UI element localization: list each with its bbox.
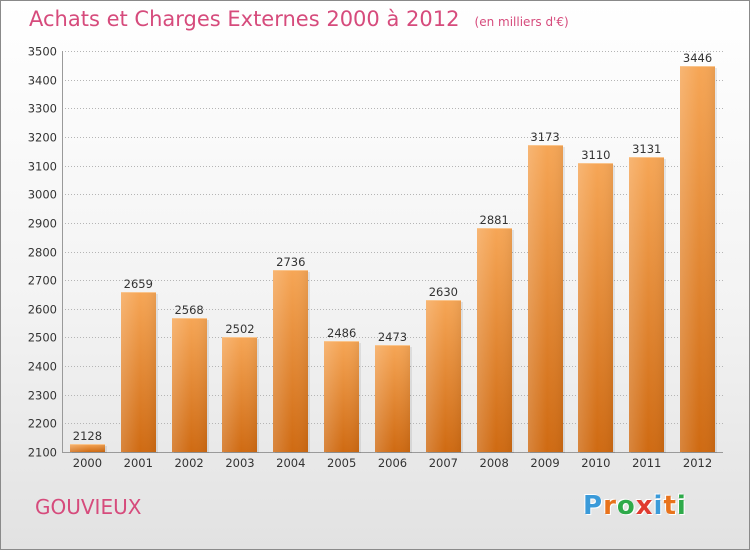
y-tick-label: 3200 (28, 131, 57, 145)
data-label: 2881 (480, 213, 509, 227)
bar-highlight (70, 444, 105, 452)
bar-highlight (375, 345, 410, 452)
bar-highlight (273, 270, 308, 452)
x-tick-label: 2000 (73, 456, 102, 470)
bar-highlight (680, 66, 715, 452)
y-tick-label: 2500 (28, 331, 57, 345)
data-label: 2659 (124, 277, 153, 291)
y-tick-label: 2900 (28, 217, 57, 231)
chart-title-text: Achats et Charges Externes 2000 à 2012 (29, 7, 460, 31)
logo-letter: x (635, 491, 654, 521)
data-label: 2128 (73, 429, 102, 443)
bar-highlight (222, 337, 257, 452)
chart-unit-text: (en milliers d'€) (474, 15, 569, 29)
bar-highlight (578, 163, 613, 452)
bar-highlight (629, 157, 664, 452)
x-tick-label: 2012 (683, 456, 712, 470)
data-label: 3131 (632, 142, 661, 156)
x-tick-label: 2008 (480, 456, 509, 470)
commune-name: GOUVIEUX (35, 495, 142, 519)
data-label: 3110 (581, 148, 610, 162)
data-label: 3173 (530, 130, 559, 144)
x-tick-label: 2009 (530, 456, 559, 470)
y-tick-label: 2400 (28, 360, 57, 374)
y-tick-label: 3300 (28, 102, 57, 116)
x-tick-label: 2002 (174, 456, 203, 470)
data-label: 2486 (327, 326, 356, 340)
y-tick-label: 2800 (28, 246, 57, 260)
x-tick-label: 2003 (225, 456, 254, 470)
bar-highlight (121, 292, 156, 452)
logo-letter: t (663, 491, 677, 521)
chart-title: Achats et Charges Externes 2000 à 2012 (… (29, 7, 569, 31)
bars-layer (70, 66, 717, 453)
x-tick-label: 2006 (378, 456, 407, 470)
data-label: 2473 (378, 330, 407, 344)
x-tick-label: 2011 (632, 456, 661, 470)
logo-letter: P (583, 491, 604, 521)
bar-highlight (324, 341, 359, 452)
x-tick-label: 2004 (276, 456, 305, 470)
bar-highlight (172, 318, 207, 452)
x-tick-label: 2001 (124, 456, 153, 470)
y-tick-label: 2300 (28, 389, 57, 403)
bar-highlight (477, 228, 512, 452)
y-tick-label: 2600 (28, 303, 57, 317)
y-tick-label: 3100 (28, 160, 57, 174)
y-tick-label: 2700 (28, 274, 57, 288)
x-tick-label: 2010 (581, 456, 610, 470)
y-tick-label: 2200 (28, 417, 57, 431)
x-tick-label: 2007 (429, 456, 458, 470)
y-tick-label: 3400 (28, 74, 57, 88)
logo-letter: o (616, 491, 636, 521)
proxiti-logo: Proxiti (583, 491, 687, 521)
logo-letter: i (653, 491, 664, 521)
labels-layer: 2100 2200 2300 2400 2500 2600 2700 2800 2900 3000… (28, 45, 712, 471)
data-label: 3446 (683, 51, 712, 65)
data-label: 2568 (174, 303, 203, 317)
logo-letter: r (603, 491, 617, 521)
bar-highlight (528, 145, 563, 452)
bar-highlight (426, 300, 461, 452)
data-label: 2502 (225, 322, 254, 336)
y-tick-label: 2100 (28, 446, 57, 460)
data-label: 2630 (429, 285, 458, 299)
x-tick-label: 2005 (327, 456, 356, 470)
data-label: 2736 (276, 255, 305, 269)
y-tick-label: 3000 (28, 188, 57, 202)
logo-letter: i (676, 491, 687, 521)
y-tick-label: 3500 (28, 45, 57, 59)
